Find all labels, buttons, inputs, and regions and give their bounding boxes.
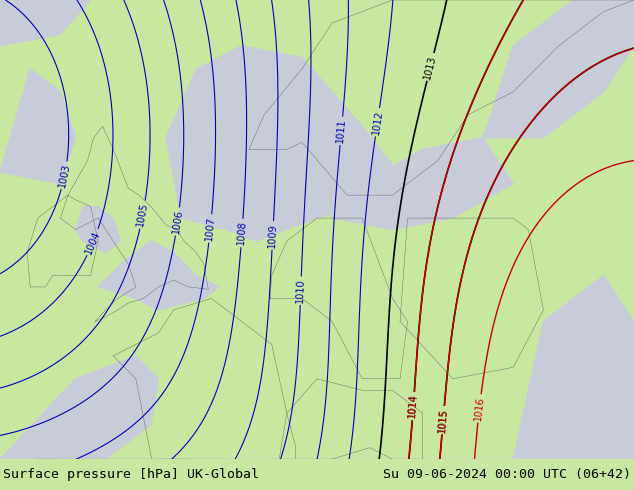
Text: 1013: 1013 <box>423 54 438 80</box>
Text: 1004: 1004 <box>84 229 102 255</box>
Polygon shape <box>0 0 91 46</box>
Text: 1016: 1016 <box>473 395 486 421</box>
Text: 1015: 1015 <box>437 408 449 433</box>
Text: 1012: 1012 <box>371 109 384 135</box>
Text: 1007: 1007 <box>204 216 217 241</box>
Polygon shape <box>75 207 120 252</box>
Text: 1009: 1009 <box>267 223 278 248</box>
Text: 1010: 1010 <box>295 278 306 303</box>
Polygon shape <box>483 0 634 138</box>
Text: 1003: 1003 <box>57 162 72 188</box>
Text: 1014: 1014 <box>408 393 419 418</box>
Polygon shape <box>514 275 634 459</box>
Text: 1006: 1006 <box>171 209 184 234</box>
Polygon shape <box>166 46 408 241</box>
Text: 1011: 1011 <box>335 118 347 144</box>
Text: 1014: 1014 <box>408 393 419 418</box>
Text: Su 09-06-2024 00:00 UTC (06+42): Su 09-06-2024 00:00 UTC (06+42) <box>383 468 631 481</box>
Text: 1005: 1005 <box>136 201 150 227</box>
Text: Surface pressure [hPa] UK-Global: Surface pressure [hPa] UK-Global <box>3 468 259 481</box>
Text: 1008: 1008 <box>236 220 248 245</box>
Text: 1015: 1015 <box>437 408 449 433</box>
Polygon shape <box>0 69 75 184</box>
Polygon shape <box>0 356 158 459</box>
Polygon shape <box>98 241 219 310</box>
Polygon shape <box>332 138 514 229</box>
